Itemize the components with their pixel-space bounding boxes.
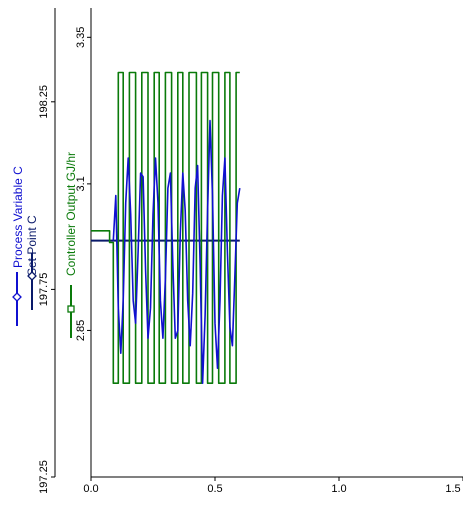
legend-set-point-label: Set Point C	[25, 215, 39, 276]
legend-set-point-swatch	[27, 253, 37, 310]
left-axis-tick-label: 197.25	[38, 460, 50, 494]
x-axis-tick-label: 0.5	[207, 483, 222, 495]
output-axis-tick-label: 3.1	[75, 176, 87, 191]
output-axis-tick-label: 3.35	[75, 27, 87, 48]
legend-controller-output-swatch	[67, 285, 75, 338]
left-axis-tick-label: 197.75	[38, 273, 50, 307]
left-axis-tick-label: 198.25	[38, 85, 50, 119]
x-axis-tick-label: 1.0	[331, 483, 346, 495]
right-axis-label: Controller Output GJ/hr	[64, 152, 78, 276]
legend-process-variable-label: Process Variable C	[11, 166, 25, 268]
output-axis-tick-label: 2.85	[75, 320, 87, 341]
x-axis-tick-label: 1.5	[445, 483, 460, 495]
x-axis-tick-label: 0.0	[83, 483, 98, 495]
process-variable-line	[112, 119, 241, 384]
legend-process-variable-swatch	[12, 272, 22, 326]
